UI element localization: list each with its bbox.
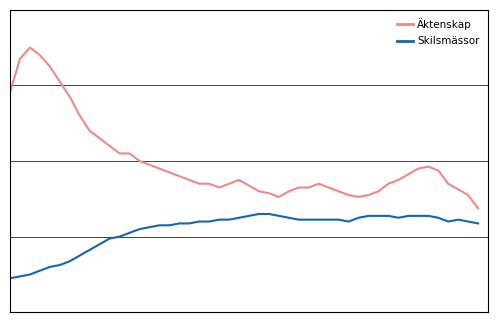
Legend: Äktenskap, Skilsmässor: Äktenskap, Skilsmässor [393,14,484,50]
